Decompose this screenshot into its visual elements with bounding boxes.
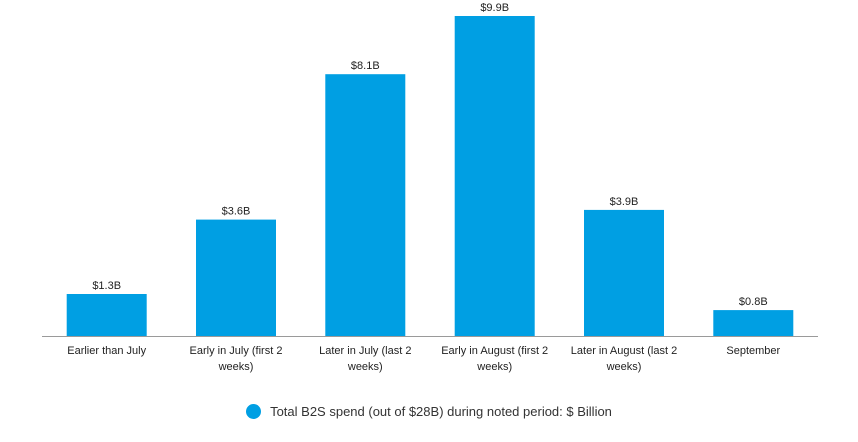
bars-layer: $1.3B $3.6B $8.1B $9.9B $3.9B $0.8B (66, 2, 794, 336)
bar-2 (196, 219, 276, 336)
x-tick-label-5: Later in August (last 2 weeks) (571, 345, 677, 373)
data-label-1: $1.3B (92, 280, 121, 292)
legend-marker (246, 404, 262, 419)
x-tick-label-4: Early in August (first 2 weeks) (441, 345, 548, 373)
data-label-3: $8.1B (351, 60, 380, 72)
data-label-4: $9.9B (480, 2, 509, 14)
x-tick-label-3: Later in July (last 2 weeks) (319, 345, 411, 373)
bar-5 (584, 209, 664, 336)
legend: Total B2S spend (out of $28B) during not… (0, 404, 858, 419)
data-label-5: $3.9B (610, 196, 639, 208)
data-label-6: $0.8B (739, 296, 768, 308)
x-tick-label-6: September (726, 345, 780, 357)
legend-series-name: Total B2S spend (out of $28B) during not… (270, 404, 612, 419)
x-tick-label-1: Earlier than July (67, 345, 146, 357)
bar-3 (325, 74, 406, 336)
bar-6 (713, 310, 794, 336)
data-label-2: $3.6B (222, 206, 251, 218)
bar-1 (66, 294, 147, 336)
bar-4 (454, 16, 535, 336)
x-tick-label-2: Early in July (first 2 weeks) (190, 345, 283, 373)
